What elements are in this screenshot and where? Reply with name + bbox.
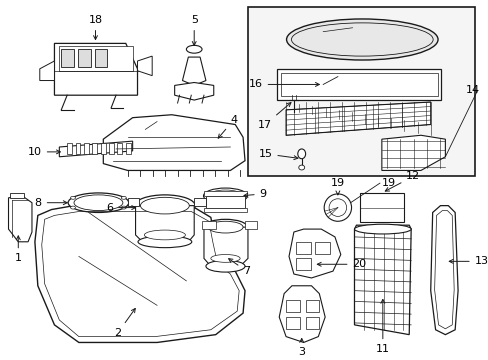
Bar: [285, 301, 299, 312]
Bar: [117, 143, 122, 154]
Bar: [205, 196, 244, 208]
Ellipse shape: [138, 236, 191, 248]
Polygon shape: [285, 102, 430, 135]
Bar: [67, 143, 72, 154]
Text: 14: 14: [465, 85, 479, 95]
Polygon shape: [8, 196, 32, 242]
Ellipse shape: [286, 19, 437, 60]
Text: 16: 16: [248, 80, 319, 89]
Bar: [203, 208, 246, 212]
Ellipse shape: [210, 255, 240, 262]
Ellipse shape: [207, 221, 243, 233]
Ellipse shape: [70, 196, 75, 199]
Polygon shape: [59, 141, 132, 157]
Ellipse shape: [328, 199, 346, 216]
Bar: [305, 317, 319, 329]
Text: 1: 1: [15, 236, 22, 264]
Text: 10: 10: [28, 147, 60, 157]
Bar: [277, 69, 441, 100]
Bar: [285, 317, 299, 329]
Polygon shape: [430, 206, 457, 335]
Text: 19: 19: [330, 178, 344, 195]
Text: 18: 18: [88, 15, 102, 40]
Ellipse shape: [134, 195, 195, 216]
Ellipse shape: [70, 206, 75, 209]
Bar: [84, 143, 89, 154]
Bar: [75, 143, 80, 154]
Text: 6: 6: [106, 203, 135, 213]
Text: 17: 17: [258, 103, 290, 130]
Ellipse shape: [144, 230, 185, 240]
Bar: [92, 143, 97, 154]
Text: 2: 2: [114, 309, 135, 338]
Polygon shape: [203, 227, 247, 266]
Text: 4: 4: [218, 114, 237, 138]
Ellipse shape: [297, 149, 305, 159]
Bar: [295, 258, 310, 270]
Text: 13: 13: [448, 256, 488, 266]
Bar: [244, 221, 256, 229]
Polygon shape: [279, 286, 325, 342]
Bar: [125, 143, 130, 154]
Ellipse shape: [291, 23, 432, 56]
Bar: [247, 7, 474, 176]
Ellipse shape: [140, 197, 189, 214]
Text: 15: 15: [258, 149, 297, 159]
Bar: [202, 221, 215, 229]
Text: 7: 7: [228, 258, 250, 276]
Bar: [194, 198, 205, 206]
Polygon shape: [182, 57, 205, 85]
Polygon shape: [135, 206, 194, 242]
Bar: [315, 242, 329, 253]
Bar: [127, 198, 139, 206]
Polygon shape: [174, 82, 213, 100]
Text: 19: 19: [381, 178, 395, 188]
Polygon shape: [103, 115, 244, 170]
Polygon shape: [54, 44, 137, 95]
Polygon shape: [381, 135, 445, 170]
Bar: [109, 143, 114, 154]
Bar: [94, 49, 107, 67]
Bar: [360, 193, 404, 222]
Ellipse shape: [203, 219, 247, 235]
Ellipse shape: [354, 224, 410, 234]
Ellipse shape: [186, 45, 202, 53]
Ellipse shape: [121, 206, 126, 209]
Ellipse shape: [205, 260, 244, 272]
Bar: [10, 193, 24, 198]
Ellipse shape: [68, 193, 128, 212]
Polygon shape: [40, 61, 54, 81]
Polygon shape: [354, 225, 410, 335]
Bar: [101, 143, 105, 154]
Text: 8: 8: [35, 198, 67, 208]
Ellipse shape: [298, 165, 304, 170]
Ellipse shape: [208, 190, 242, 202]
Polygon shape: [288, 229, 340, 278]
Text: 9: 9: [244, 189, 266, 199]
Text: 3: 3: [298, 338, 305, 357]
Text: 5: 5: [190, 15, 197, 45]
Ellipse shape: [121, 196, 126, 199]
Bar: [61, 49, 74, 67]
Bar: [203, 191, 246, 196]
Polygon shape: [35, 206, 244, 342]
Text: 20: 20: [317, 259, 366, 269]
Bar: [305, 301, 319, 312]
Polygon shape: [137, 56, 152, 76]
Text: 11: 11: [375, 300, 389, 354]
Text: 12: 12: [385, 171, 420, 191]
Ellipse shape: [74, 195, 122, 211]
Bar: [295, 242, 310, 253]
Ellipse shape: [203, 188, 247, 204]
Bar: [59, 46, 132, 71]
Bar: [281, 73, 437, 96]
Bar: [78, 49, 90, 67]
Ellipse shape: [324, 194, 351, 221]
